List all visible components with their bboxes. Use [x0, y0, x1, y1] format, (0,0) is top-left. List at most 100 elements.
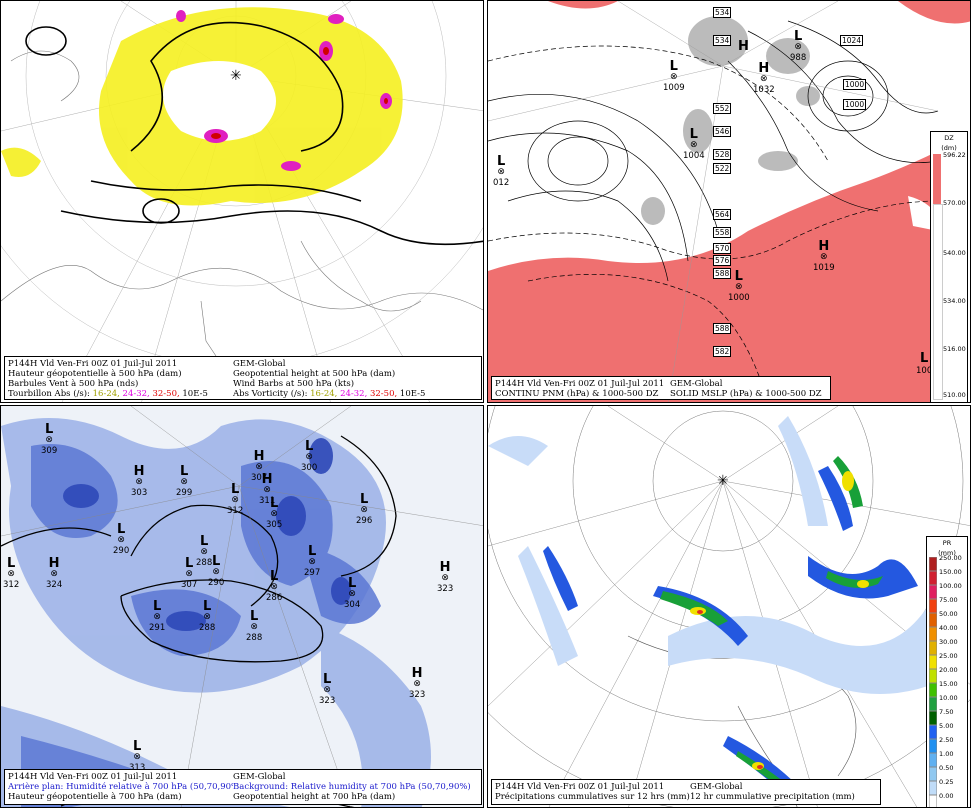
- system-high-1019: H ⊗ 1019: [813, 239, 835, 274]
- system-value: 1032: [753, 85, 775, 95]
- mslp-map: [488, 1, 970, 402]
- legend-tick: 516.00: [943, 345, 966, 353]
- legend-tick: 100.00: [939, 582, 962, 590]
- system-letter: H: [253, 449, 265, 464]
- system-value: 305: [266, 520, 283, 530]
- low-center-icon: ⊗: [270, 509, 278, 519]
- system-letter: L: [249, 609, 259, 624]
- low-center-icon: ⊗: [323, 685, 331, 695]
- system-value: 299: [176, 488, 193, 498]
- system-letter: L: [322, 672, 332, 687]
- system-low-297: L ⊗ 297: [304, 545, 320, 579]
- system-low-300: L ⊗ 300: [301, 440, 317, 474]
- system-low-290b: L ⊗ 290: [208, 554, 225, 589]
- system-letter: L: [734, 269, 743, 284]
- system-letter: L: [230, 482, 240, 497]
- low-center-icon: ⊗: [231, 495, 239, 505]
- system-low-312: L ⊗ 312: [227, 482, 243, 517]
- legend-swatch: [929, 711, 937, 725]
- high-center-icon: ⊗: [760, 74, 768, 84]
- legend-swatch: [929, 767, 937, 781]
- system-letter: L: [793, 29, 803, 44]
- high-center-icon: ⊗: [413, 679, 421, 689]
- system-letter: L: [669, 59, 678, 74]
- svg-text:✳: ✳: [230, 68, 242, 84]
- thickness-label: 552: [713, 103, 732, 114]
- legend-tick: 2.50: [939, 736, 954, 744]
- thickness-label: 546: [713, 126, 732, 137]
- system-letter: L: [359, 492, 369, 507]
- system-letter: L: [211, 554, 221, 569]
- legend-tick: 25.00: [939, 652, 958, 660]
- legend-tick: 50.00: [939, 610, 958, 618]
- caption-validity: P144H Vld Ven-Fri 00Z 01 Juil-Jul 2011: [8, 772, 178, 782]
- range-24-32-en: 24-32,: [340, 389, 368, 399]
- caption-en-field: 12 hr cummulative precipitation (mm): [690, 792, 855, 802]
- caption-en-field: Geopotential height at 500 hPa (dam): [233, 369, 396, 379]
- legend-tick: 15.00: [939, 680, 958, 688]
- system-value: 307: [181, 580, 198, 590]
- legend-swatch: [929, 697, 937, 711]
- isobar-label: 1024: [840, 35, 864, 46]
- low-center-icon: ⊗: [45, 435, 53, 445]
- legend-swatch-neutral: [933, 204, 943, 400]
- caption-fr-field: Hauteur géopotentielle à 500 hPa (dam): [8, 369, 182, 379]
- legend-swatch: [929, 795, 937, 807]
- caption-fr-vorticity: Tourbillon Abs (/s): 16-24, 24-32, 32-50…: [8, 389, 233, 399]
- system-letter: L: [919, 351, 929, 366]
- caption-en-field: SOLID MSLP (hPa) & 1000-500 DZ: [670, 389, 822, 399]
- high-center-icon: ⊗: [50, 569, 58, 579]
- system-value: 290: [208, 578, 225, 588]
- thickness-label: 522: [713, 163, 732, 174]
- system-letter: H: [439, 560, 451, 575]
- system-high-1032: H ⊗ 1032: [753, 62, 775, 96]
- system-low-288b: L ⊗ 288: [199, 599, 215, 634]
- caption-en-wind: Wind Barbs at 500 hPa (kts): [233, 379, 355, 389]
- low-center-icon: ⊗: [133, 752, 141, 762]
- precipitation-map: ✳: [488, 406, 970, 807]
- system-low-288c: L ⊗ 288: [246, 609, 262, 644]
- system-high-303: H ⊗ 303: [131, 465, 147, 499]
- system-low-305: L ⊗ 305: [266, 496, 283, 531]
- legend-swatch: [929, 655, 937, 669]
- panel-precipitation: ✳ PR (mm) 250.00 150.00 100.00 75.00 50.00 40…: [487, 405, 971, 808]
- legend-tick: 570.00: [943, 199, 966, 207]
- system-high-307: H ⊗ 307: [251, 449, 267, 484]
- system-letter: L: [152, 599, 162, 614]
- legend-tick: 534.00: [943, 297, 966, 305]
- legend-unit: (mm): [938, 549, 956, 557]
- system-letter: L: [202, 599, 212, 614]
- system-letter: H: [818, 239, 830, 254]
- caption-fr-background: Arrière plan: Humidité relative à 700 hP…: [8, 782, 233, 792]
- system-value: 309: [41, 446, 58, 456]
- high-center-icon: ⊗: [820, 252, 828, 262]
- system-value: 290: [113, 546, 130, 556]
- caption-fr-wind: Barbules Vent à 500 hPa (nds): [8, 379, 139, 389]
- caption-fr-field: CONTINU PNM (hPa) & 1000-500 DZ: [495, 389, 659, 399]
- range-32-50-en: 32-50,: [369, 389, 398, 399]
- thickness-label: 588: [713, 323, 732, 334]
- legend-tick: 75.00: [939, 596, 958, 604]
- caption-en-background: Background: Relative humidity at 700 hPa…: [233, 782, 471, 792]
- caption-validity: P144H Vld Ven-Fri 00Z 01 Juil-Jul 2011: [495, 379, 665, 389]
- low-center-icon: ⊗: [690, 140, 698, 150]
- low-center-icon: ⊗: [180, 477, 188, 487]
- legend-tick: 596.22: [943, 151, 966, 159]
- vorticity-label-en: Abs Vorticity (/s):: [233, 389, 308, 399]
- caption-model: GEM-Global: [670, 379, 723, 389]
- thickness-label: 528: [713, 149, 732, 160]
- range-24-32: 24-32,: [122, 389, 150, 399]
- vorticity-map: ✳: [1, 1, 483, 402]
- system-letter: L: [496, 154, 506, 169]
- thickness-label: 576: [713, 255, 732, 266]
- system-letter: L: [269, 496, 279, 511]
- legend-swatch: [929, 599, 937, 613]
- caption-model: GEM-Global: [233, 772, 286, 782]
- system-value: 1009: [663, 83, 685, 93]
- panel2-caption: P144H Vld Ven-Fri 00Z 01 Juil-Jul 2011 GE…: [491, 376, 831, 400]
- thickness-legend: DZ (dm) 596.22 570.00 540.00 534.00 516.…: [930, 131, 968, 402]
- vorticity-label-fr: Tourbillon Abs (/s):: [8, 389, 90, 399]
- system-value: 296: [356, 516, 373, 526]
- low-center-icon: ⊗: [203, 612, 211, 622]
- low-center-icon: ⊗: [212, 567, 220, 577]
